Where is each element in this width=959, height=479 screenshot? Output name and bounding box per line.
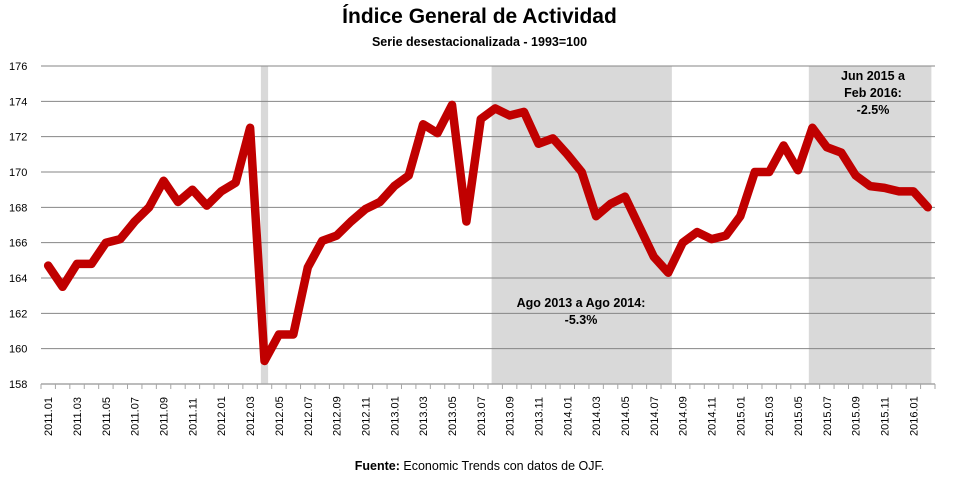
y-tick-label: 176 (9, 61, 27, 73)
x-tick-label: 2011.01 (43, 397, 55, 436)
x-tick-label: 2011.03 (72, 397, 84, 436)
x-tick-label: 2013.05 (447, 396, 459, 436)
y-tick-label: 170 (9, 167, 27, 179)
x-tick-label: 2015.03 (764, 396, 776, 436)
x-tick-label: 2012.09 (332, 396, 344, 436)
source-note: Fuente: Economic Trends con datos de OJF… (0, 459, 959, 473)
x-tick-label: 2014.05 (620, 396, 632, 436)
y-tick-label: 174 (9, 96, 27, 108)
source-label: Fuente: (354, 459, 400, 473)
x-tick-label: 2015.11 (880, 397, 892, 436)
y-tick-label: 160 (9, 344, 27, 356)
x-tick-label: 2012.07 (303, 396, 315, 436)
x-tick-label: 2013.11 (533, 397, 545, 436)
shaded-period-1 (260, 66, 269, 384)
x-tick-label: 2012.03 (245, 396, 257, 436)
x-tick-label: 2011.11 (187, 398, 199, 436)
y-tick-label: 166 (9, 238, 27, 250)
y-tick-label: 172 (9, 132, 27, 144)
x-tick-label: 2011.07 (130, 397, 142, 436)
x-tick-label: 2013.09 (505, 396, 517, 436)
chart-subtitle: Serie desestacionalizada - 1993=100 (371, 35, 588, 49)
x-tick-label: 2014.03 (591, 396, 603, 436)
shaded-period-3 (808, 66, 932, 384)
chart-title: Índice General de Actividad (342, 5, 617, 28)
x-tick-label: 2014.11 (707, 397, 719, 436)
x-tick-label: 2015.01 (735, 396, 747, 436)
annotation-2-line: Feb 2016: (844, 86, 902, 100)
y-tick-label: 158 (9, 379, 27, 391)
x-tick-label: 2011.05 (101, 397, 113, 436)
x-tick-label: 2013.01 (389, 396, 401, 436)
annotation-2-line: -2.5% (857, 103, 890, 117)
y-axis-ticks: 158 160 162 164 166 168 170 172 174 176 (9, 61, 27, 391)
series-line-1 (43, 100, 933, 366)
x-tick-label: 2011.09 (159, 397, 171, 436)
x-tick-label: 2015.07 (822, 396, 834, 436)
x-tick-label: 2016.01 (908, 396, 920, 436)
x-tick-label: 2013.07 (476, 396, 488, 436)
x-tick-label: 2014.07 (649, 396, 661, 436)
x-tick-label: 2012.01 (216, 396, 228, 436)
y-tick-label: 168 (9, 202, 27, 214)
y-tick-label: 164 (9, 273, 27, 285)
annotations: Ago 2013 a Ago 2014: -5.3% Jun 2015 a Feb 2… (517, 69, 906, 327)
series-lines (43, 100, 933, 366)
annotation-1-line: Ago 2013 a Ago 2014: (517, 296, 646, 310)
source-text: Economic Trends con datos de OJF. (399, 459, 605, 473)
x-tick-label: 2012.05 (274, 396, 286, 436)
x-tick-label: 2014.09 (678, 396, 690, 436)
x-tick-label: 2015.09 (851, 396, 863, 436)
y-tick-label: 162 (9, 308, 27, 320)
x-tick-label: 2015.05 (793, 396, 805, 436)
x-tick-label: 2012.11 (360, 397, 372, 436)
shaded-periods (260, 66, 932, 384)
x-tick-label: 2013.03 (418, 396, 430, 436)
x-axis: 2011.01 2011.03 2011.05 2011.07 2011.09 2011.… (40, 384, 936, 436)
x-tick-label: 2014.01 (562, 396, 574, 436)
annotation-1-line: -5.3% (565, 313, 598, 327)
annotation-2-line: Jun 2015 a (841, 69, 906, 83)
